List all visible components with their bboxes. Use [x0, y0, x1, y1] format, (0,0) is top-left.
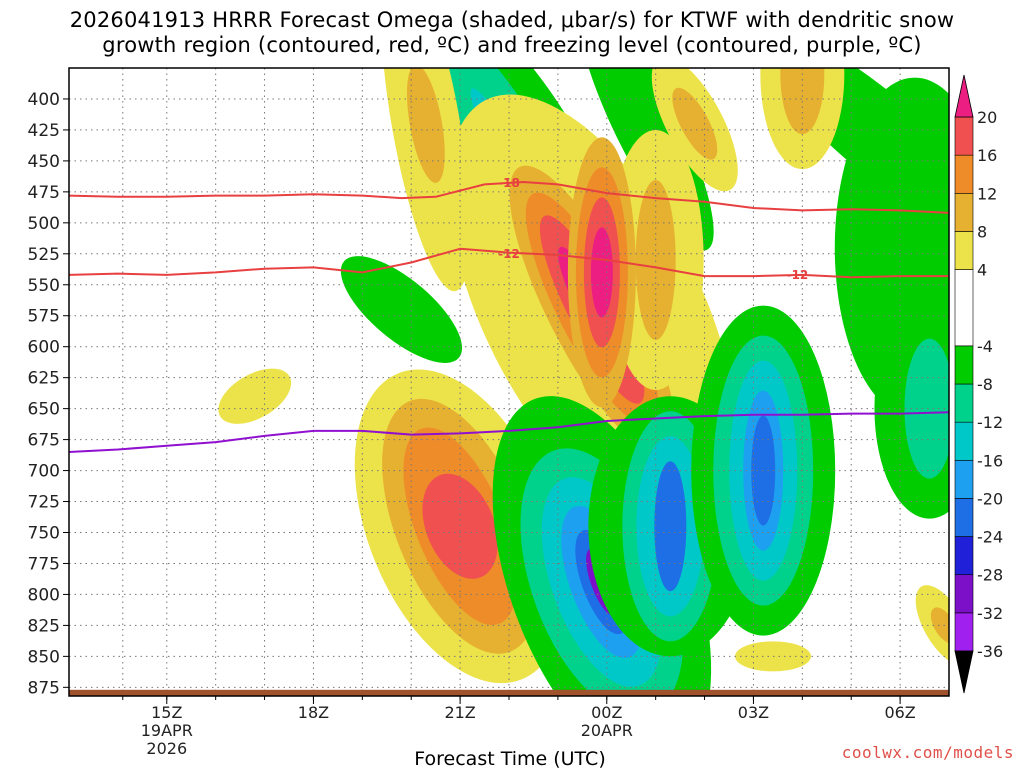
colorbar-tick-label: 4	[977, 261, 987, 280]
colorbar-segment	[954, 345, 974, 385]
omega-right-mid-rising-0	[834, 77, 949, 418]
colorbar-tick-label: -28	[977, 566, 1003, 585]
omega-upper-left-rising-0	[340, 256, 463, 363]
colorbar-over-arrow	[954, 74, 974, 118]
omega-lowlevel-sinking-3	[422, 473, 498, 579]
y-tick-label: 700	[28, 462, 60, 482]
y-tick-label: 875	[28, 678, 60, 698]
colorbar-tick-label: -32	[977, 604, 1003, 623]
y-tick-label: 675	[28, 431, 60, 451]
y-tick-label: 850	[28, 647, 60, 667]
omega-upper-sinking-center-1	[672, 87, 718, 160]
omega-midlevel-sinking-core-3	[590, 227, 613, 318]
colorbar-segment	[954, 612, 974, 652]
colorbar-tick-label: 12	[977, 184, 997, 203]
y-tick-label: 575	[28, 307, 60, 327]
omega-shading	[218, 68, 949, 696]
colorbar-segment	[954, 421, 974, 461]
colorbar: -36 -32 -28 -24 -20 -16 -12 -8 -4 4 8 12 16 20	[954, 74, 1003, 694]
y-tick-label: 400	[28, 90, 60, 110]
colorbar-segment	[954, 574, 974, 614]
colorbar-tick-label: 20	[977, 108, 997, 127]
colorbar-tick-label: -20	[977, 489, 1003, 508]
colorbar-segment	[954, 154, 974, 194]
isotherm-minus18-label: -18	[498, 176, 520, 190]
colorbar-segment	[954, 459, 974, 499]
x-tick-date-label: 20APR	[581, 721, 633, 740]
x-tick-label: 18Z	[298, 703, 329, 722]
colorbar-segment	[954, 536, 974, 576]
gridlines	[69, 68, 949, 696]
x-axis-label: Forecast Time (UTC)	[414, 748, 605, 768]
isotherm-minus12-line	[69, 247, 949, 279]
y-tick-label: 450	[28, 152, 60, 172]
colorbar-tick-label: 8	[977, 222, 987, 241]
colorbar-under-arrow	[954, 650, 974, 694]
credit-text: coolwx.com/models	[841, 743, 1014, 762]
y-tick-label: 800	[28, 585, 60, 605]
y-tick-label: 725	[28, 493, 60, 513]
colorbar-segment	[954, 498, 974, 537]
isotherm-minus12-label-east: -12	[787, 268, 809, 282]
chart-title: 2026041913 HRRR Forecast Omega (shaded, …	[0, 8, 1024, 58]
chart-title-line-2: growth region (contoured, red, ºC) and f…	[102, 33, 922, 57]
colorbar-segment	[954, 383, 974, 423]
colorbar-tick-label: -12	[977, 413, 1003, 432]
y-tick-label: 500	[28, 214, 60, 234]
colorbar-tick-label: -4	[977, 337, 993, 356]
y-tick-label: 750	[28, 523, 60, 543]
terrain-strip	[69, 689, 949, 696]
isotherm-minus12-label: -12	[498, 247, 520, 261]
x-tick-date-label: 19APR	[141, 721, 193, 740]
freezing-level-line	[69, 411, 949, 453]
colorbar-segment	[954, 116, 974, 156]
omega-right-low-rising-1	[904, 338, 949, 479]
chart-title-line-1: 2026041913 HRRR Forecast Omega (shaded, …	[69, 8, 955, 32]
x-tick-date-label: 2026	[146, 739, 187, 758]
y-axis: 400 425 450 475 500 525 550 575 600 625 650 675 700 7…	[28, 90, 69, 698]
x-tick-label: 06Z	[884, 703, 915, 722]
omega-midlevel-sinking-east-1	[635, 179, 676, 340]
x-tick-label: 21Z	[444, 703, 475, 722]
y-tick-label: 600	[28, 338, 60, 358]
colorbar-segment	[954, 231, 974, 270]
y-tick-label: 525	[28, 245, 60, 265]
y-tick-label: 625	[28, 369, 60, 389]
colorbar-tick-label: -36	[977, 642, 1003, 661]
colorbar-tick-label: -24	[977, 528, 1003, 547]
omega-left-small-sinking-0	[218, 368, 292, 424]
temperature-contours: -18 -12 -12	[69, 176, 949, 453]
y-tick-label: 775	[28, 554, 60, 574]
isotherm-minus18-line	[69, 181, 949, 214]
colorbar-tick-label: -8	[977, 375, 993, 394]
colorbar-segment	[954, 269, 974, 347]
omega-upper-sinking-left-1	[406, 68, 445, 183]
x-tick-label: 00Z	[591, 703, 622, 722]
omega-lowlevel-rising-mid-3	[654, 461, 687, 592]
y-tick-label: 550	[28, 276, 60, 296]
y-tick-label: 425	[28, 121, 60, 141]
y-tick-label: 650	[28, 400, 60, 420]
colorbar-segment	[954, 192, 974, 232]
x-tick-label: 15Z	[151, 703, 182, 722]
y-tick-label: 475	[28, 183, 60, 203]
terrain	[69, 689, 949, 696]
x-tick-label: 03Z	[738, 703, 769, 722]
colorbar-tick-label: 16	[977, 146, 997, 165]
y-tick-label: 825	[28, 616, 60, 636]
colorbar-tick-label: -16	[977, 451, 1003, 470]
